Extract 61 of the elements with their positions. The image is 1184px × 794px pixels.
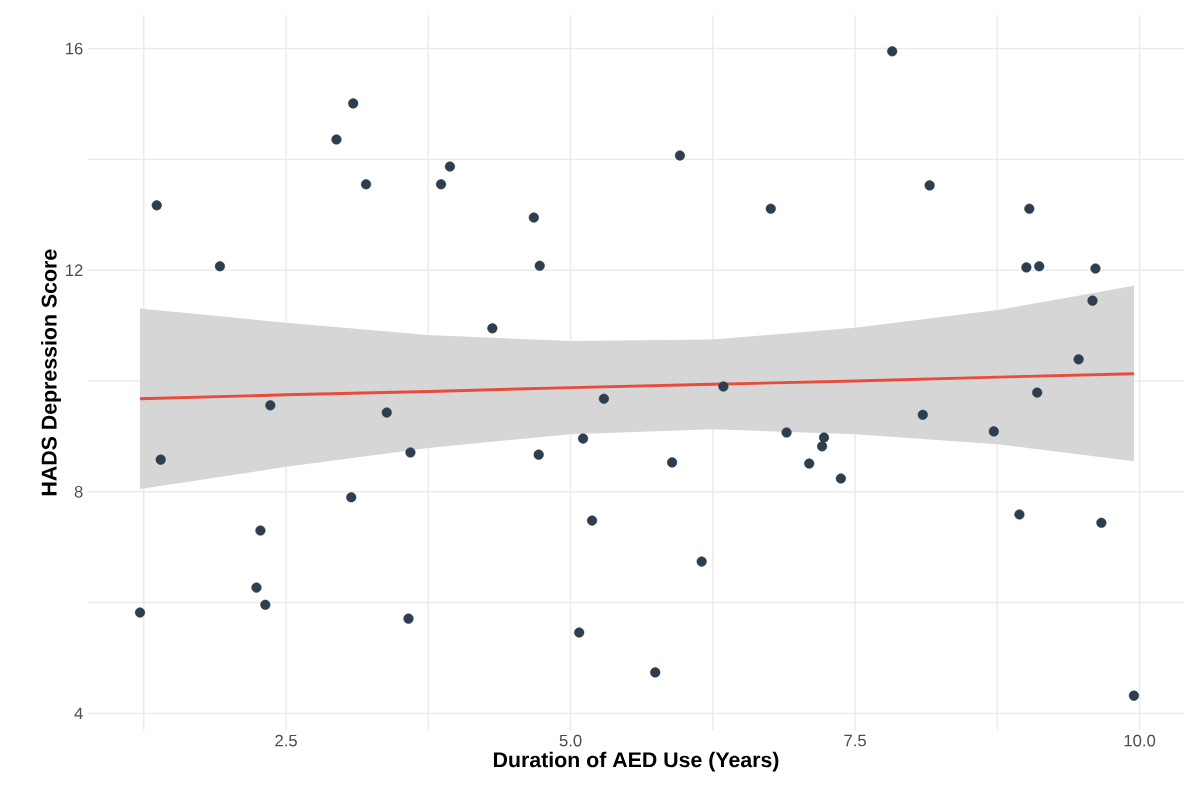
y-tick-label: 4: [74, 707, 83, 720]
point: [151, 200, 162, 211]
x-tick-label: 10.0: [1124, 734, 1156, 747]
point: [1073, 354, 1084, 365]
point: [403, 613, 414, 624]
point: [487, 323, 498, 334]
point: [674, 150, 686, 161]
point: [988, 426, 999, 437]
point: [1096, 517, 1107, 528]
point: [331, 134, 342, 145]
y-tick-label: 16: [66, 42, 83, 55]
point: [260, 599, 271, 610]
point: [835, 473, 846, 484]
y-tick-label: 12: [66, 264, 83, 276]
point: [1087, 295, 1098, 306]
y-axis-title: HADS Depression Score: [41, 249, 61, 496]
point: [1090, 263, 1101, 274]
point: [1021, 262, 1032, 273]
point: [534, 260, 545, 271]
point: [696, 556, 707, 567]
point: [533, 449, 544, 460]
point: [818, 432, 830, 443]
point: [924, 180, 935, 191]
x-tick-label: 2.5: [275, 734, 297, 747]
point: [435, 179, 447, 190]
point: [578, 433, 589, 444]
x-tick-label: 7.5: [844, 734, 866, 747]
point: [1128, 690, 1139, 701]
point: [1032, 387, 1043, 398]
x-tick-label: 5.0: [559, 734, 582, 747]
point: [214, 261, 225, 272]
point: [348, 98, 359, 109]
point: [804, 458, 815, 469]
point: [917, 409, 928, 420]
point: [251, 582, 262, 593]
point: [381, 407, 392, 418]
point: [444, 161, 455, 172]
point: [155, 454, 166, 465]
point: [528, 212, 539, 223]
line-series: [138, 372, 1136, 401]
point: [667, 457, 678, 468]
point: [265, 400, 276, 411]
point: [650, 667, 661, 678]
point: [1034, 261, 1045, 272]
point: [765, 203, 776, 214]
point: [134, 607, 146, 618]
point: [587, 515, 598, 526]
point: [718, 381, 729, 392]
point: [598, 393, 609, 404]
x-axis-title: Duration of AED Use (Years): [493, 751, 779, 772]
point: [574, 627, 585, 638]
point: [781, 427, 792, 438]
point: [360, 179, 372, 190]
point: [817, 441, 828, 452]
point: [1014, 509, 1025, 520]
point: [887, 46, 898, 57]
point: [255, 525, 266, 536]
y-tick-label: 8: [74, 485, 83, 498]
point: [405, 447, 416, 458]
point: [1024, 203, 1035, 214]
point: [346, 492, 357, 503]
